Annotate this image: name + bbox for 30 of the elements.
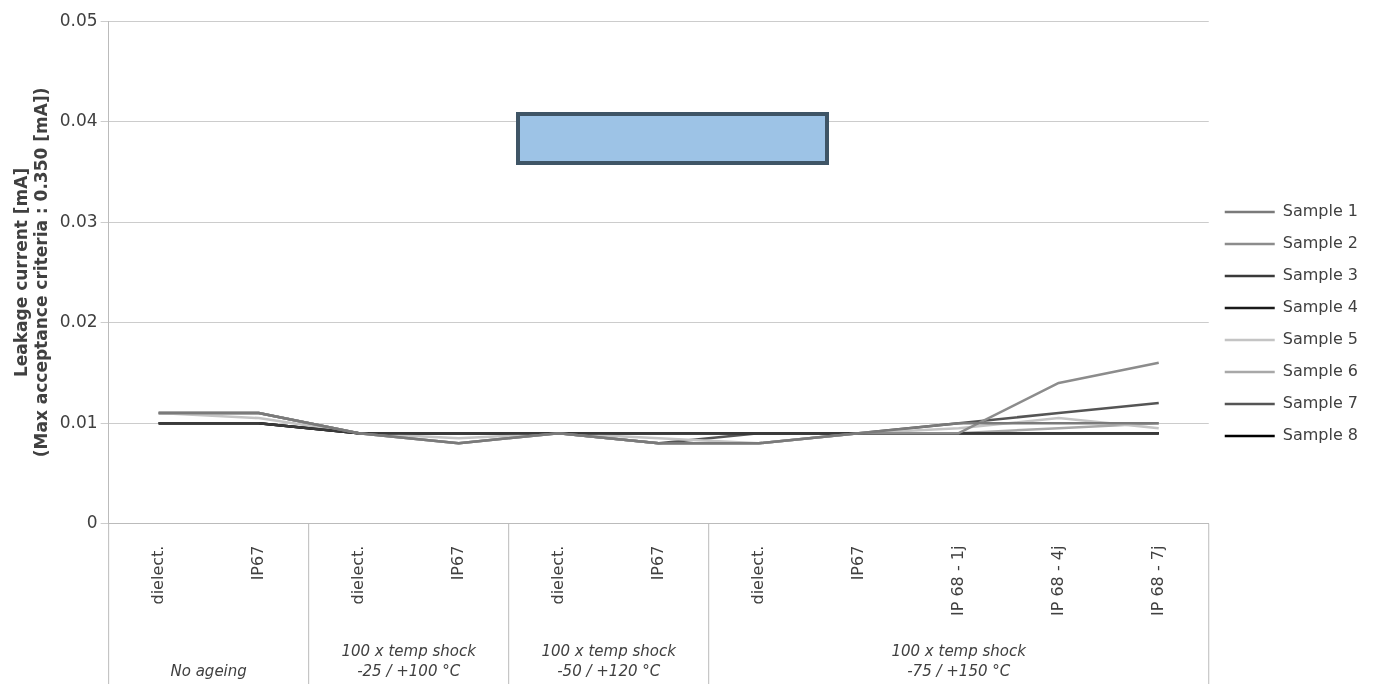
x-tick-label: dielect.	[347, 545, 367, 605]
y-tick-label: 0.04	[59, 110, 98, 131]
text: 100 x temp shock -75 / +150 °C	[891, 642, 1028, 680]
text: 100 x temp shock -50 / +120 °C	[541, 642, 678, 680]
text: 100 x temp shock -25 / +100 °C	[341, 642, 478, 680]
legend-label: Sample 8	[1282, 425, 1359, 445]
x-tick-label: IP 68 - 1j	[947, 545, 967, 617]
x-tick-label: dielect.	[547, 545, 567, 605]
y-tick-label: 0.02	[59, 311, 98, 332]
legend-label: Sample 1	[1282, 201, 1359, 221]
y-tick-label: 0.05	[59, 9, 98, 30]
x-tick-label: IP67	[447, 545, 467, 581]
x-tick-label: IP67	[247, 545, 267, 581]
x-tick-label: IP 68 - 4j	[1047, 545, 1067, 617]
y-tick-label: 0.03	[59, 210, 98, 231]
legend-label: Sample 7	[1282, 393, 1359, 413]
legend-label: Sample 5	[1282, 329, 1359, 349]
x-tick-label: IP 68 - 7j	[1147, 545, 1167, 617]
legend-label: Sample 4	[1282, 297, 1359, 317]
legend-label: Sample 2	[1282, 233, 1359, 253]
legend-label: Sample 6	[1282, 361, 1359, 381]
y-tick-label: 0.01	[59, 411, 98, 432]
x-tick-label: IP67	[847, 545, 867, 581]
y-tick-label: 0	[86, 512, 98, 533]
x-tick-label: dielect.	[147, 545, 167, 605]
text: No ageing	[170, 662, 247, 680]
x-tick-label: dielect.	[747, 545, 767, 605]
x-tick-label: IP67	[647, 545, 667, 581]
y-axis-title: Leakage current [mA] (Max acceptance criteria : 0.350 [mA])	[10, 87, 52, 458]
legend-label: Sample 3	[1282, 265, 1359, 285]
